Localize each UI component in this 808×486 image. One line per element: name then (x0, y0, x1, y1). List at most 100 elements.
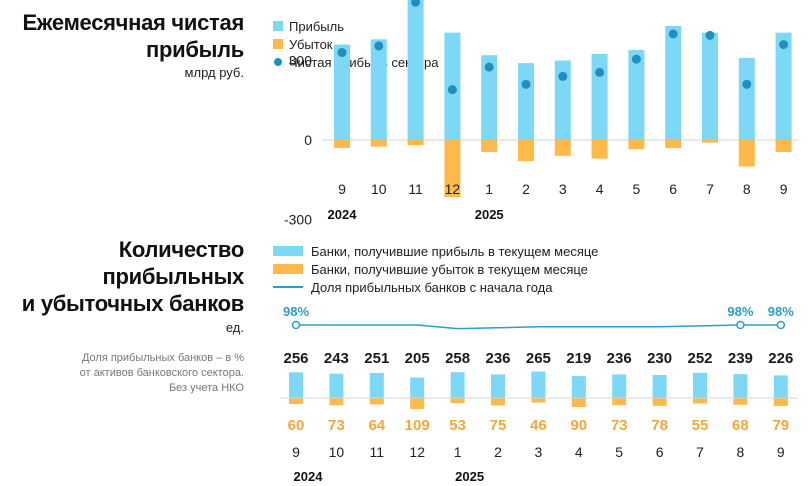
note-line3: Без учета НКО (168, 382, 244, 394)
loss-banks-bar-10 (693, 398, 707, 404)
loss-bar-10 (702, 140, 718, 143)
loss-banks-value-6: 46 (530, 417, 547, 434)
bottom-chart-unit: ед. (225, 320, 244, 335)
share-marker-0 (291, 320, 301, 330)
profit-banks-bar-6 (531, 371, 546, 398)
profit-bar-11 (738, 57, 755, 140)
top-month-label-4: 1 (485, 181, 493, 197)
profit-banks-value-8: 236 (607, 350, 632, 367)
legend-share: Доля прибыльных банков с начала года (273, 278, 598, 296)
loss-banks-bar-11 (733, 398, 748, 405)
bottom-month-label-11: 8 (737, 444, 745, 460)
loss-banks-bar-0 (289, 398, 303, 404)
loss-banks-bar-4 (450, 398, 465, 404)
legend-profit-banks-label: Банки, получившие прибыль в текущем меся… (311, 243, 599, 259)
top-month-label-6: 3 (559, 181, 567, 197)
loss-bar-6 (554, 140, 571, 156)
bottom-month-label-3: 12 (409, 444, 425, 460)
net-profit-dot-11 (742, 79, 752, 89)
top-title-line2: прибыль (145, 37, 244, 62)
loss-banks-value-8: 73 (611, 417, 628, 434)
profit-banks-value-10: 252 (687, 350, 712, 367)
profit-banks-bar-8 (612, 374, 627, 398)
bottom-chart-title: Количество прибыльных и убыточных банков (22, 236, 245, 317)
legend-loss-banks: Банки, получившие убыток в текущем месяц… (273, 260, 598, 278)
share-marker-1 (736, 320, 745, 330)
top-y-tick-1: 300 (289, 53, 313, 69)
top-month-label-12: 9 (780, 181, 788, 197)
top-month-label-9: 6 (669, 181, 677, 197)
legend-net: Чистая прибыль сектора (273, 53, 438, 71)
profit-bar-2 (407, 0, 424, 141)
bottom-title-line2: прибыльных (102, 264, 245, 289)
profit-banks-swatch (273, 246, 303, 256)
profit-bar-10 (702, 32, 718, 140)
note-line2: от активов банковского сектора. (79, 367, 244, 379)
note-line1: Доля прибыльных банков – в % (81, 352, 244, 364)
bottom-month-label-7: 4 (575, 444, 583, 460)
top-month-label-5: 2 (522, 181, 530, 197)
legend-profit-label: Прибыль (289, 18, 344, 34)
loss-banks-bar-6 (531, 398, 546, 403)
top-y-tick-2: 0 (304, 132, 312, 148)
net-profit-dot-8 (631, 54, 641, 64)
bottom-chart-note: Доля прибыльных банков – в % от активов … (80, 351, 244, 396)
profit-banks-bar-5 (491, 374, 505, 398)
loss-banks-bar-8 (612, 398, 627, 406)
top-year-label-0: 2024 (328, 207, 358, 222)
loss-banks-bar-9 (652, 398, 667, 406)
profit-banks-bar-2 (369, 372, 384, 398)
loss-banks-bar-1 (329, 398, 344, 406)
profit-banks-value-2: 251 (364, 350, 389, 367)
profit-banks-value-0: 256 (283, 350, 308, 367)
top-year-label-1: 2025 (475, 207, 504, 222)
profit-banks-bar-7 (571, 376, 586, 398)
loss-banks-bar-12 (773, 398, 788, 406)
profit-banks-bar-11 (733, 374, 748, 398)
share-label-1: 98% (727, 304, 753, 319)
profit-banks-bar-3 (410, 377, 425, 398)
profit-banks-value-3: 205 (405, 350, 430, 367)
bottom-month-label-6: 3 (535, 444, 543, 460)
net-profit-dot-5 (521, 79, 531, 89)
profit-banks-value-6: 265 (526, 350, 551, 367)
top-y-tick-3: -300 (284, 212, 312, 228)
profit-banks-bar-9 (652, 375, 667, 398)
net-profit-dot-10 (705, 30, 715, 40)
net-profit-dot-7 (595, 67, 605, 77)
net-profit-dot-12 (779, 40, 789, 50)
profit-bar-7 (591, 53, 608, 140)
top-chart-title: Ежемесячная чистая прибыль (22, 9, 245, 63)
loss-bar-11 (738, 140, 755, 167)
profit-bar-0 (334, 44, 350, 140)
net-profit-dot-2 (411, 0, 421, 7)
loss-bar-7 (591, 140, 608, 159)
loss-banks-value-12: 79 (772, 417, 789, 434)
profit-banks-bar-10 (693, 372, 707, 398)
loss-bar-0 (334, 140, 350, 148)
net-profit-dot-3 (447, 85, 457, 95)
bottom-month-label-1: 10 (329, 444, 345, 460)
loss-banks-bar-5 (491, 398, 505, 406)
top-title-line1: Ежемесячная чистая (22, 10, 245, 35)
share-label-0: 98% (283, 304, 309, 319)
share-line (296, 324, 781, 330)
profit-banks-value-9: 230 (647, 350, 672, 367)
loss-banks-value-10: 55 (692, 417, 709, 434)
legend-profit-banks: Банки, получившие прибыль в текущем меся… (273, 242, 598, 260)
bottom-month-label-8: 5 (615, 444, 623, 460)
legend-loss: Убыток (273, 35, 438, 53)
loss-bar-4 (481, 140, 498, 152)
loss-bar-9 (665, 140, 682, 148)
top-month-label-7: 4 (596, 181, 604, 197)
bottom-month-label-4: 1 (454, 444, 462, 460)
bottom-legend: Банки, получившие прибыль в текущем меся… (273, 242, 598, 296)
loss-banks-value-2: 64 (368, 417, 385, 434)
share-swatch (273, 286, 303, 288)
loss-bar-12 (775, 140, 792, 152)
top-month-label-2: 11 (408, 181, 423, 197)
profit-banks-bar-4 (450, 372, 465, 398)
bottom-year-label-1: 2025 (455, 469, 484, 484)
bottom-year-label-0: 2024 (294, 469, 324, 484)
